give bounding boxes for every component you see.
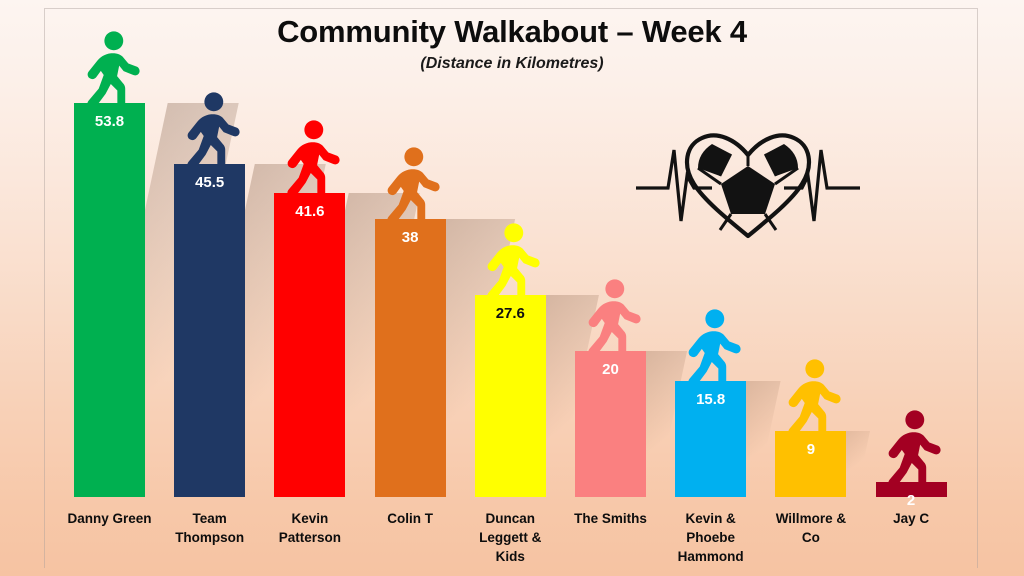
bar-value-label: 2 [906,492,916,510]
bar-group: 53.8 [74,103,239,497]
bar-value-label: 20 [602,360,619,378]
category-label: Jay C [893,511,930,526]
bar-value-label: 41.6 [295,202,325,220]
bar-value-label: 9 [806,441,816,459]
category-label: Danny Green [67,511,152,526]
bar-colin-t[interactable] [374,218,446,497]
walking-person-icon [684,309,742,390]
bar-group: 27.6 [474,294,599,497]
category-label: Team Thompson [175,511,245,546]
bar-kevin-patterson[interactable] [274,192,346,497]
bar-duncan-leggett-kids[interactable] [474,294,546,497]
category-label: Willmore & Co [775,511,847,546]
page-subtitle: (Distance in Kilometres) [420,55,604,72]
bar-group: 15.8 [675,381,781,497]
walking-person-icon [483,223,541,304]
bar-group: 41.6 [274,192,421,497]
bar-value-label: 27.6 [495,304,525,322]
bar-value-label: 45.5 [195,173,225,191]
bar-kevin-phoebe-hammond[interactable] [675,381,747,497]
walking-person-icon [784,359,842,440]
bar-value-label: 38 [401,228,419,246]
category-label: Colin T [387,511,433,526]
page-title: Community Walkabout – Week 4 [277,14,747,49]
walking-person-icon [383,147,441,228]
walking-person-icon [283,120,341,201]
category-label: Kevin Patterson [278,511,342,546]
walking-person-icon [83,31,141,112]
bar-group: 45.5 [174,163,326,497]
walking-person-icon [884,410,942,491]
bar-danny-green[interactable] [74,103,145,497]
walking-person-icon [183,92,241,173]
bar-group: 38 [374,218,515,497]
bar-willmore-co[interactable] [775,431,847,497]
walking-person-icon [584,278,642,360]
category-label: The Smiths [574,511,647,526]
heart-football-heartbeat-logo [634,126,862,244]
bar-value-label: 53.8 [94,113,125,131]
bar-team-thompson[interactable] [174,163,246,497]
bar-the-smiths[interactable] [575,350,646,497]
category-label: Kevin & Phoebe Hammond [677,511,744,565]
bar-group: 20 [575,350,688,497]
bar-value-label: 15.8 [696,391,726,409]
bar-group: 9 [775,431,871,497]
category-label: Duncan Leggett & Kids [479,511,542,565]
